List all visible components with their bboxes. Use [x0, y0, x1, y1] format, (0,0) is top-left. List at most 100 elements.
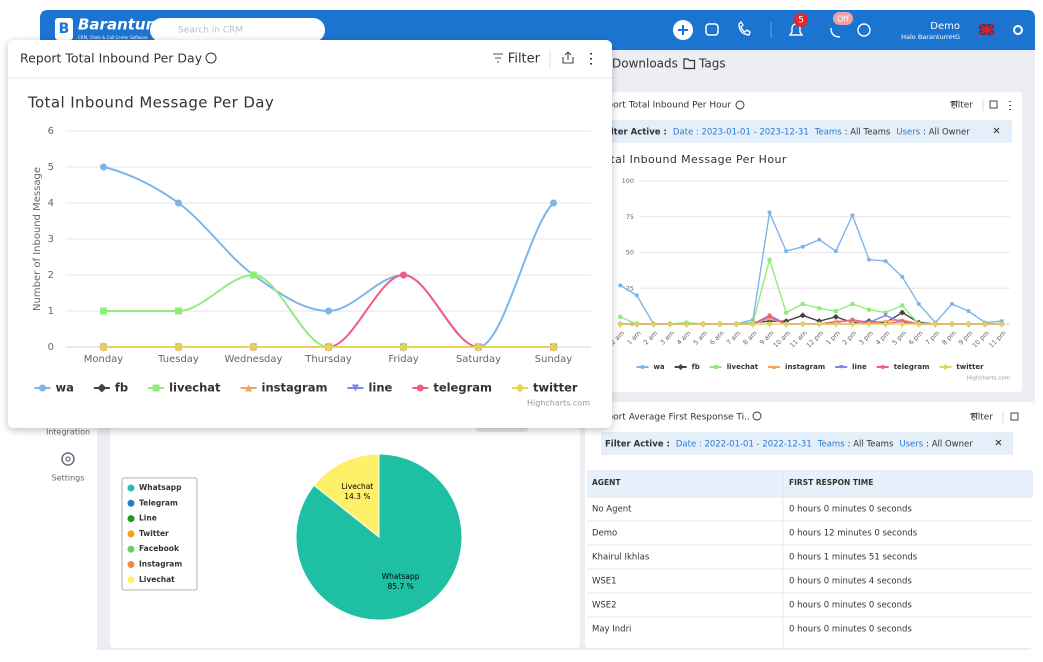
marker: [416, 384, 424, 392]
marker: [97, 383, 107, 393]
legend-label: fb: [692, 363, 700, 371]
legend-label[interactable]: Instagram: [139, 560, 182, 569]
marker: [850, 301, 855, 306]
legend-item[interactable]: instagram: [768, 363, 825, 371]
legend-label[interactable]: Livechat: [139, 575, 175, 584]
legend-label: line: [368, 381, 392, 395]
share-icon[interactable]: [562, 51, 574, 64]
legend-item[interactable]: instagram: [240, 381, 328, 395]
search-box[interactable]: [150, 18, 325, 42]
marker: [716, 321, 723, 327]
marker: [998, 321, 1005, 327]
phone-icon[interactable]: [738, 20, 751, 36]
legend-item[interactable]: twitter: [512, 381, 578, 395]
y-tick-label: 6: [48, 126, 54, 137]
legend-item[interactable]: fb: [93, 381, 128, 395]
close-icon[interactable]: [995, 439, 1002, 446]
chat-icon[interactable]: [705, 23, 719, 36]
filter-part: Filter Active :: [605, 440, 670, 450]
legend-item[interactable]: line: [347, 381, 393, 395]
help-icon[interactable]: [857, 23, 871, 37]
filter-button[interactable]: Filter: [508, 52, 541, 67]
table-cell: Khairul Ikhlas: [592, 553, 650, 563]
marker: [800, 244, 805, 249]
marker: [767, 313, 772, 318]
marker: [800, 301, 805, 306]
popup-title: Report Total Inbound Per Day: [20, 51, 203, 66]
legend-item[interactable]: telegram: [876, 363, 930, 371]
filter-part: Date : 2023-01-01 - 2023-12-31: [673, 128, 809, 138]
legend-item[interactable]: livechat: [709, 363, 759, 371]
legend-label[interactable]: Facebook: [139, 544, 180, 553]
brand: Barantum: [78, 16, 161, 34]
legend-item[interactable]: line: [835, 363, 867, 371]
marker: [250, 271, 257, 279]
filter-button[interactable]: Filter: [971, 413, 994, 423]
share-icon[interactable]: [1010, 412, 1019, 421]
marker: [100, 307, 107, 315]
marker: [942, 364, 949, 370]
table-cell: Demo: [592, 529, 617, 539]
marker: [850, 317, 855, 322]
status-icon[interactable]: [830, 27, 841, 38]
filter-icon: [950, 101, 958, 109]
marker: [965, 321, 972, 327]
legend-swatch: [127, 545, 135, 553]
table-cell: 0 hours 12 minutes 0 seconds: [789, 529, 918, 539]
legend-label[interactable]: Telegram: [139, 498, 178, 507]
marker: [767, 257, 772, 262]
tab[interactable]: Tags: [698, 57, 726, 71]
slice-name: Whatsapp: [382, 572, 420, 581]
card-title: Report Total Inbound Per Hour: [596, 101, 731, 111]
marker: [883, 313, 888, 318]
marker: [650, 321, 657, 327]
user-org: Halo BarantumHG: [901, 33, 960, 41]
legend-label: instagram: [785, 363, 825, 371]
marker: [245, 384, 253, 392]
filter-part: : All Owner: [926, 440, 973, 450]
sidebar-item[interactable]: Settings: [52, 474, 85, 483]
legend-label[interactable]: Twitter: [139, 529, 169, 538]
legend-item[interactable]: fb: [674, 363, 700, 371]
table-cell: 0 hours 0 minutes 0 seconds: [789, 625, 912, 635]
marker: [899, 321, 906, 327]
x-tick-label: Friday: [388, 354, 418, 365]
marker: [175, 307, 182, 315]
marker: [474, 342, 483, 352]
filter-button[interactable]: Filter: [951, 101, 974, 111]
tab[interactable]: Downloads: [612, 57, 678, 71]
table-cell: 0 hours 0 minutes 0 seconds: [789, 601, 912, 611]
close-icon[interactable]: [993, 127, 1000, 134]
legend-label[interactable]: Whatsapp: [139, 483, 182, 492]
legend-swatch: [127, 515, 135, 523]
marker: [832, 321, 839, 327]
marker: [683, 321, 690, 327]
series: [617, 321, 1005, 327]
table-cell: WSE1: [592, 577, 617, 587]
x-tick-label: Wednesday: [225, 354, 283, 365]
legend-label[interactable]: Line: [139, 514, 157, 523]
marker: [816, 321, 823, 327]
legend-item[interactable]: wa: [34, 381, 74, 395]
share-icon[interactable]: [989, 100, 998, 109]
sidebar-item[interactable]: Integration: [46, 428, 90, 437]
marker: [99, 342, 108, 352]
legend-item[interactable]: twitter: [939, 363, 984, 371]
marker: [713, 365, 718, 369]
marker: [667, 321, 674, 327]
legend-item[interactable]: livechat: [148, 381, 221, 395]
marker: [916, 301, 921, 306]
marker: [38, 384, 46, 392]
marker: [549, 342, 558, 352]
marker: [325, 307, 332, 315]
marker: [784, 310, 789, 315]
marker: [880, 365, 885, 369]
marker: [850, 213, 855, 218]
gear-icon[interactable]: [1013, 25, 1023, 35]
credit: Highcharts.com: [527, 399, 590, 408]
legend-label: twitter: [533, 381, 578, 395]
marker: [833, 249, 838, 254]
pie-slice: [313, 453, 380, 539]
legend-item[interactable]: telegram: [412, 381, 492, 395]
legend-item[interactable]: wa: [636, 363, 665, 371]
